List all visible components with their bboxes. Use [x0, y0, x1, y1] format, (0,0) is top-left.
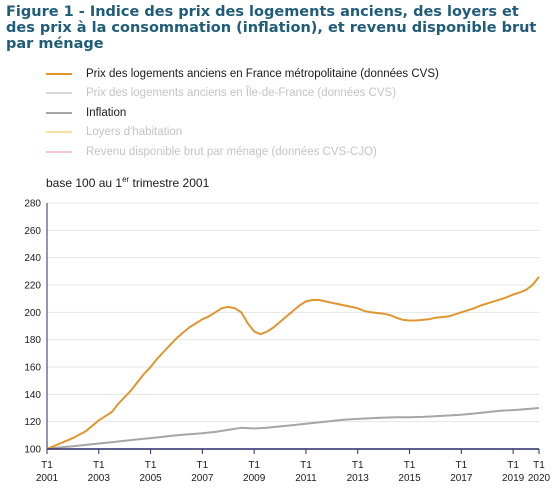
- legend-swatch: [46, 150, 72, 153]
- x-tick-label-year: 2013: [347, 473, 370, 484]
- x-tick-label-year: 2015: [398, 473, 421, 484]
- series-line: [46, 276, 540, 450]
- chart-title: Figure 1 - Indice des prix des logements…: [6, 4, 537, 52]
- y-tick-label: 100: [24, 445, 41, 456]
- series-line: [46, 407, 540, 450]
- base-note: base 100 au 1er trimestre 2001: [46, 175, 209, 190]
- legend: Prix des logements anciens en France mét…: [46, 64, 439, 162]
- x-tick-label-quarter: T1: [455, 460, 467, 471]
- x-tick-label-year: 2020: [528, 473, 551, 484]
- legend-label: Loyers d'habitation: [86, 126, 183, 139]
- base-note-text: base 100 au 1: [46, 176, 123, 190]
- x-tick-label-year: 2011: [295, 473, 317, 484]
- y-tick-label: 200: [24, 308, 41, 319]
- legend-swatch: [46, 111, 72, 114]
- x-tick-label-quarter: T1: [93, 460, 105, 471]
- x-tick-label-quarter: T1: [300, 460, 312, 471]
- x-tick-label-year: 2009: [243, 473, 266, 484]
- y-tick-label: 160: [24, 363, 41, 374]
- legend-label: Prix des logements anciens en France mét…: [86, 67, 439, 80]
- legend-item[interactable]: Prix des logements anciens en Île-de-Fra…: [46, 84, 439, 104]
- y-tick-label: 220: [24, 281, 41, 292]
- legend-label: Revenu disponible brut par ménage (donné…: [86, 145, 377, 158]
- x-tick-label-year: 2007: [191, 473, 214, 484]
- legend-item[interactable]: Inflation: [46, 103, 439, 123]
- legend-item[interactable]: Prix des logements anciens en France mét…: [46, 64, 439, 84]
- y-tick-label: 280: [24, 199, 41, 210]
- x-tick-label-quarter: T1: [404, 460, 416, 471]
- legend-swatch: [46, 92, 72, 95]
- x-tick-label-quarter: T1: [352, 460, 364, 471]
- y-tick-label: 120: [24, 417, 41, 428]
- base-note-rest: trimestre 2001: [129, 176, 210, 190]
- legend-swatch: [46, 72, 72, 75]
- legend-label: Prix des logements anciens en Île-de-Fra…: [86, 87, 397, 100]
- x-tick-label-year: 2003: [88, 473, 111, 484]
- y-tick-label: 260: [24, 226, 41, 237]
- base-note-sup: er: [122, 175, 130, 184]
- x-tick-label-quarter: T1: [533, 460, 545, 471]
- x-tick-label-quarter: T1: [41, 460, 53, 471]
- y-tick-label: 180: [24, 335, 41, 346]
- x-tick-label-quarter: T1: [197, 460, 209, 471]
- x-tick-label-year: 2019: [502, 473, 525, 484]
- x-tick-label-quarter: T1: [248, 460, 260, 471]
- legend-item[interactable]: Loyers d'habitation: [46, 123, 439, 143]
- y-tick-label: 140: [24, 390, 41, 401]
- legend-label: Inflation: [86, 106, 127, 119]
- x-tick-label-year: 2017: [450, 473, 473, 484]
- x-tick-label-quarter: T1: [145, 460, 157, 471]
- legend-item[interactable]: Revenu disponible brut par ménage (donné…: [46, 142, 439, 162]
- x-tick-label-year: 2001: [36, 473, 59, 484]
- y-tick-label: 240: [24, 253, 41, 264]
- x-tick-label-year: 2005: [139, 473, 162, 484]
- legend-swatch: [46, 131, 72, 134]
- x-tick-label-quarter: T1: [507, 460, 519, 471]
